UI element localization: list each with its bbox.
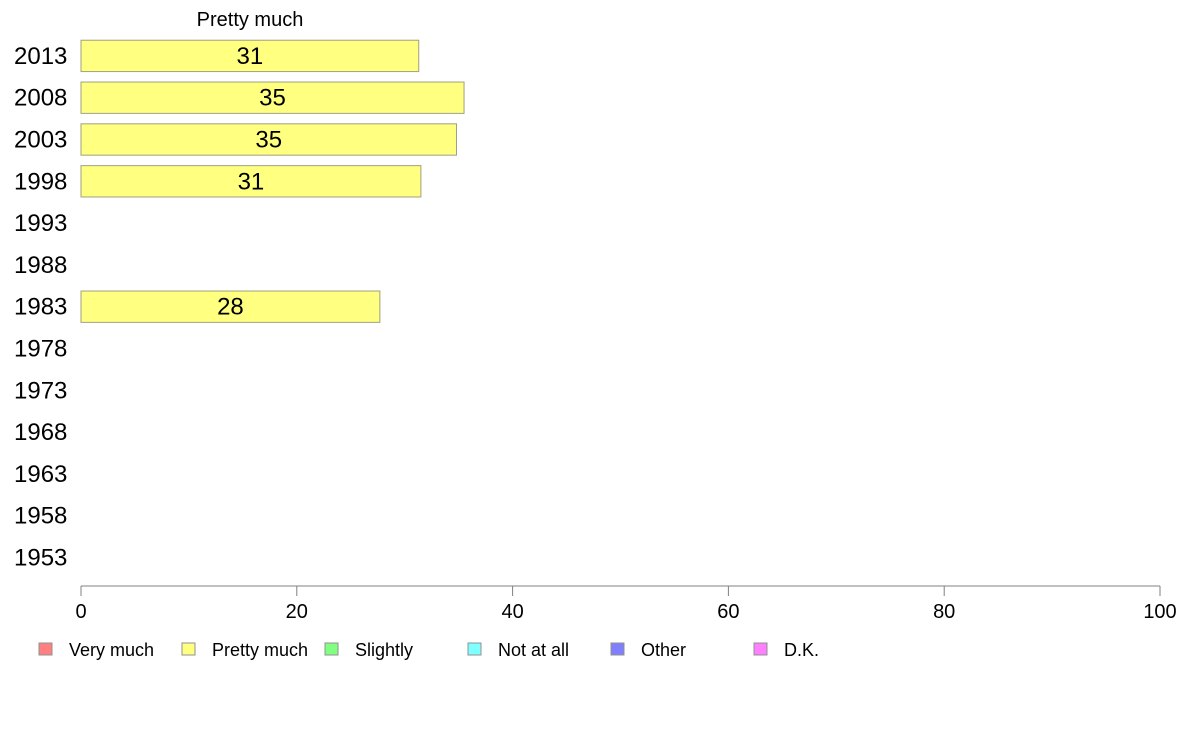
legend-swatch	[38, 642, 53, 656]
x-tick-label: 80	[933, 601, 955, 623]
x-tick-label: 0	[75, 601, 86, 623]
x-tick-label: 60	[717, 601, 739, 623]
bar-data-label: 28	[217, 294, 244, 321]
chart-title: Pretty much	[197, 9, 304, 31]
legend-label: Very much	[69, 640, 154, 660]
y-tick-label: 1988	[14, 252, 67, 279]
y-tick-label: 1978	[14, 336, 67, 363]
legend-swatch	[610, 642, 625, 656]
y-tick-label: 1963	[14, 461, 67, 488]
x-axis: 0 20 40 60 80 100	[75, 585, 1177, 623]
legend-label: D.K.	[784, 640, 819, 660]
legend-label: Pretty much	[212, 640, 308, 660]
bars: 31 35 35 31 28	[80, 39, 465, 323]
legend: Very much Pretty much Slightly Not at all Ot…	[38, 640, 819, 660]
y-tick-label: 1958	[14, 503, 67, 530]
legend-swatch	[753, 642, 768, 656]
legend-label: Other	[641, 640, 686, 660]
y-tick-label: 2008	[14, 85, 67, 112]
y-tick-label: 1953	[14, 545, 67, 572]
y-tick-label: 1968	[14, 419, 67, 446]
bar	[80, 165, 422, 198]
y-tick-label: 1993	[14, 210, 67, 237]
bar-data-label: 35	[255, 127, 282, 154]
legend-swatch	[181, 642, 196, 656]
bar	[80, 123, 457, 156]
x-tick-label: 20	[286, 601, 308, 623]
bar-data-label: 31	[238, 168, 265, 195]
y-tick-label: 2013	[14, 43, 67, 70]
bar	[80, 39, 420, 73]
y-tick-label: 1973	[14, 377, 67, 404]
bar	[80, 290, 381, 323]
x-tick-label: 40	[501, 601, 523, 623]
legend-label: Not at all	[498, 640, 569, 660]
legend-swatch	[324, 642, 339, 656]
y-tick-label: 1998	[14, 168, 67, 195]
x-tick-label: 100	[1143, 601, 1176, 623]
legend-label: Slightly	[355, 640, 413, 660]
bar-data-label: 35	[259, 85, 286, 112]
y-tick-label: 2003	[14, 127, 67, 154]
y-axis-labels: 2013 2008 2003 1998 1993 1988 1983 1978 1973 1968…	[14, 43, 67, 572]
legend-swatch	[467, 642, 482, 656]
y-tick-label: 1983	[14, 294, 67, 321]
bar-data-label: 31	[237, 43, 264, 70]
bar	[80, 81, 465, 114]
